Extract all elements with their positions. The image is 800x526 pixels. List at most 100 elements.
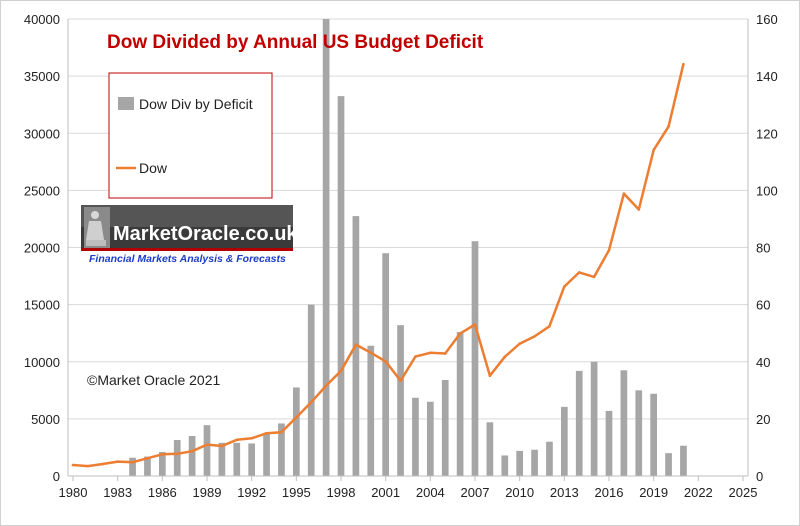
bar bbox=[292, 387, 300, 476]
y-right-tick-label: 20 bbox=[756, 412, 770, 427]
line-point bbox=[548, 325, 551, 328]
line-point bbox=[131, 460, 134, 464]
line-point bbox=[220, 444, 224, 448]
line-point bbox=[577, 271, 581, 274]
bar bbox=[382, 253, 390, 476]
y-left-tick-label: 5000 bbox=[31, 412, 60, 427]
line-point bbox=[205, 443, 209, 446]
line-point bbox=[161, 452, 164, 456]
bar bbox=[218, 442, 226, 476]
line-point bbox=[250, 436, 253, 440]
line-point bbox=[607, 248, 611, 252]
y-right-tick-label: 0 bbox=[756, 469, 763, 484]
line-point bbox=[146, 456, 149, 460]
legend-line-label: Dow bbox=[139, 160, 168, 176]
line-point bbox=[503, 355, 507, 359]
line-point bbox=[443, 352, 447, 355]
market-oracle-logo: MarketOracle.co.uk Financial Markets Ana… bbox=[81, 205, 298, 265]
line-point bbox=[190, 449, 194, 453]
y-left-tick-label: 10000 bbox=[24, 355, 60, 370]
x-tick-label: 2019 bbox=[639, 485, 668, 500]
bar-series-dow-div-by-deficit bbox=[129, 19, 687, 477]
bar bbox=[531, 449, 538, 476]
line-series-dow bbox=[71, 62, 685, 468]
statue-icon bbox=[84, 207, 110, 249]
bar bbox=[263, 433, 270, 476]
line-point bbox=[473, 323, 477, 326]
bar bbox=[203, 425, 211, 476]
line-point bbox=[563, 285, 566, 288]
line-point bbox=[354, 343, 358, 346]
line-point bbox=[265, 431, 268, 435]
y-left-tick-label: 30000 bbox=[24, 126, 60, 141]
y-right-tick-label: 140 bbox=[756, 69, 778, 84]
logo-tagline: Financial Markets Analysis & Forecasts bbox=[89, 253, 286, 265]
bar bbox=[620, 370, 628, 476]
legend-bar-label: Dow Div by Deficit bbox=[139, 96, 253, 112]
legend-bar-swatch bbox=[118, 97, 134, 110]
line-point bbox=[637, 208, 641, 211]
bar bbox=[233, 442, 241, 476]
bar bbox=[188, 436, 196, 476]
y-right-tick-label: 80 bbox=[756, 241, 770, 256]
line-point bbox=[384, 360, 387, 363]
line-point bbox=[458, 332, 462, 335]
axes: 0 5000 10000 15000 20000 25000 30000 35000 40000… bbox=[24, 12, 778, 500]
bar bbox=[590, 361, 598, 476]
x-tick-label: 1989 bbox=[193, 485, 222, 500]
y-left-tick-label: 25000 bbox=[24, 183, 60, 198]
bar bbox=[278, 423, 285, 476]
bar bbox=[412, 397, 419, 476]
bar bbox=[173, 440, 181, 476]
bar bbox=[322, 19, 330, 476]
logo-highlight bbox=[81, 205, 293, 227]
x-tick-label: 2025 bbox=[729, 485, 758, 500]
line-point bbox=[339, 369, 343, 373]
line-point bbox=[235, 438, 239, 442]
bar bbox=[650, 393, 658, 476]
bar bbox=[456, 332, 464, 476]
line-point bbox=[533, 335, 536, 338]
logo-name: MarketOracle.co.uk bbox=[113, 223, 298, 245]
x-tick-label: 2001 bbox=[371, 485, 400, 500]
y-right-tick-label: 120 bbox=[756, 126, 778, 141]
line-point bbox=[86, 464, 90, 468]
bar bbox=[307, 304, 315, 476]
bar bbox=[367, 345, 375, 476]
line-point bbox=[175, 452, 179, 456]
line-point bbox=[280, 430, 283, 434]
line-point bbox=[622, 192, 626, 195]
y-left-tick-label: 35000 bbox=[24, 69, 60, 84]
line-point bbox=[414, 355, 417, 358]
y-left-tick-label: 15000 bbox=[24, 298, 60, 313]
x-tick-label: 1992 bbox=[237, 485, 266, 500]
line-point bbox=[667, 125, 670, 128]
bar bbox=[665, 453, 672, 476]
bar bbox=[575, 370, 583, 476]
x-tick-label: 2013 bbox=[550, 485, 579, 500]
x-tick-label: 1995 bbox=[282, 485, 311, 500]
line-point bbox=[652, 148, 655, 152]
y-right-tick-label: 100 bbox=[756, 183, 778, 198]
x-tick-label: 2016 bbox=[595, 485, 624, 500]
bar bbox=[248, 443, 256, 476]
y-right-tick-label: 160 bbox=[756, 12, 778, 27]
x-tick-label: 2004 bbox=[416, 485, 445, 500]
line-point bbox=[101, 462, 105, 466]
x-tick-label: 1998 bbox=[327, 485, 356, 500]
legend-box bbox=[108, 72, 273, 199]
y-right-tick-label: 60 bbox=[756, 298, 770, 313]
bar bbox=[144, 456, 151, 476]
dow-line bbox=[72, 63, 685, 468]
logo-red-stripe bbox=[81, 248, 293, 251]
bar bbox=[560, 406, 568, 476]
line-point bbox=[324, 384, 328, 388]
y-left-tick-label: 0 bbox=[53, 469, 60, 484]
line-point bbox=[592, 275, 596, 279]
chart-title: Dow Divided by Annual US Budget Deficit bbox=[107, 32, 484, 53]
line-point bbox=[488, 374, 492, 377]
x-tick-label: 2022 bbox=[684, 485, 713, 500]
y-left-tick-label: 40000 bbox=[24, 12, 60, 27]
bar bbox=[471, 241, 479, 476]
